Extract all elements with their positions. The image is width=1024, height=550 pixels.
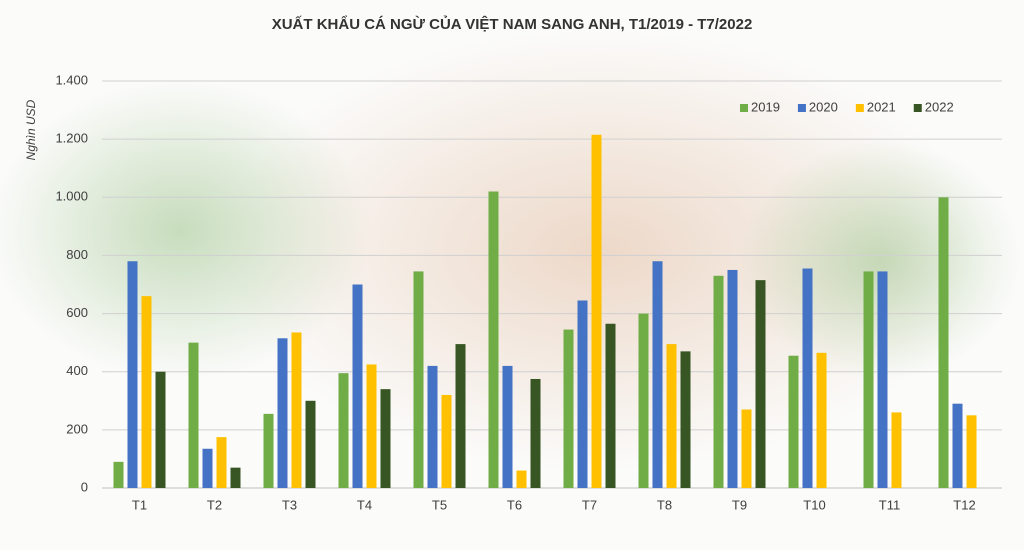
bar: [966, 415, 977, 488]
bar: [638, 313, 649, 488]
x-tick-label: T9: [732, 497, 747, 512]
y-tick-label: 200: [66, 421, 88, 436]
bar: [816, 352, 827, 488]
bar: [577, 300, 588, 488]
x-tick-label: T6: [507, 497, 522, 512]
bar: [113, 461, 124, 488]
x-tick-label: T12: [953, 497, 975, 512]
bar: [605, 323, 616, 488]
y-tick-label: 1.400: [55, 72, 88, 87]
x-tick-label: T5: [432, 497, 447, 512]
bar: [502, 365, 513, 488]
legend-swatch: [797, 104, 806, 112]
bar: [127, 261, 138, 488]
chart-title: XUẤT KHẨU CÁ NGỪ CỦA VIỆT NAM SANG ANH, …: [272, 15, 753, 33]
y-tick-label: 1.000: [55, 189, 88, 204]
bar: [216, 437, 227, 488]
legend-label: 2020: [809, 99, 838, 114]
bar: [413, 271, 424, 488]
x-tick-label: T7: [582, 497, 597, 512]
y-tick-label: 400: [66, 363, 88, 378]
bar: [727, 269, 738, 488]
bar: [863, 271, 874, 488]
bar: [291, 332, 302, 488]
bar: [680, 351, 691, 488]
bar: [652, 261, 663, 488]
bar: [366, 364, 377, 488]
legend-swatch: [913, 104, 922, 112]
bar: [952, 403, 963, 488]
bar: [338, 373, 349, 488]
bar: [188, 342, 199, 488]
bar: [441, 394, 452, 488]
bar: [455, 344, 466, 488]
bar: [591, 134, 602, 488]
bar: [563, 329, 574, 488]
y-axis-label: Nghìn USD: [24, 99, 38, 160]
y-tick-label: 800: [66, 247, 88, 262]
bar: [380, 389, 391, 488]
bar: [891, 412, 902, 488]
background-leaf: [0, 80, 370, 380]
x-tick-label: T2: [207, 497, 222, 512]
bar: [666, 344, 677, 488]
x-tick-label: T10: [803, 497, 825, 512]
bar: [488, 191, 499, 488]
y-tick-label: 600: [66, 305, 88, 320]
y-tick-label: 1.200: [55, 131, 88, 146]
bar: [263, 413, 274, 488]
bar: [230, 467, 241, 488]
bar: [155, 371, 166, 488]
legend-swatch: [740, 104, 748, 112]
bar: [427, 365, 438, 488]
legend-swatch: [855, 104, 864, 112]
x-tick-label: T1: [132, 497, 147, 512]
bar: [877, 271, 888, 488]
bar: [305, 400, 316, 488]
x-tick-label: T8: [657, 497, 672, 512]
bar: [713, 275, 724, 488]
bar: [277, 338, 288, 488]
bar: [141, 296, 152, 488]
legend-label: 2021: [867, 99, 896, 114]
bar: [352, 284, 363, 488]
legend-label: 2019: [751, 99, 780, 114]
bar: [755, 280, 766, 488]
bar: [802, 268, 813, 488]
x-tick-label: T3: [282, 497, 297, 512]
bar: [938, 197, 949, 489]
y-tick-label: 0: [81, 479, 88, 494]
bar: [202, 448, 213, 488]
bar: [741, 409, 752, 488]
x-tick-label: T11: [879, 497, 900, 512]
bar: [530, 378, 541, 488]
legend-label: 2022: [925, 99, 954, 114]
bar: [788, 355, 799, 488]
x-tick-label: T4: [357, 497, 372, 512]
bar: [516, 470, 527, 488]
